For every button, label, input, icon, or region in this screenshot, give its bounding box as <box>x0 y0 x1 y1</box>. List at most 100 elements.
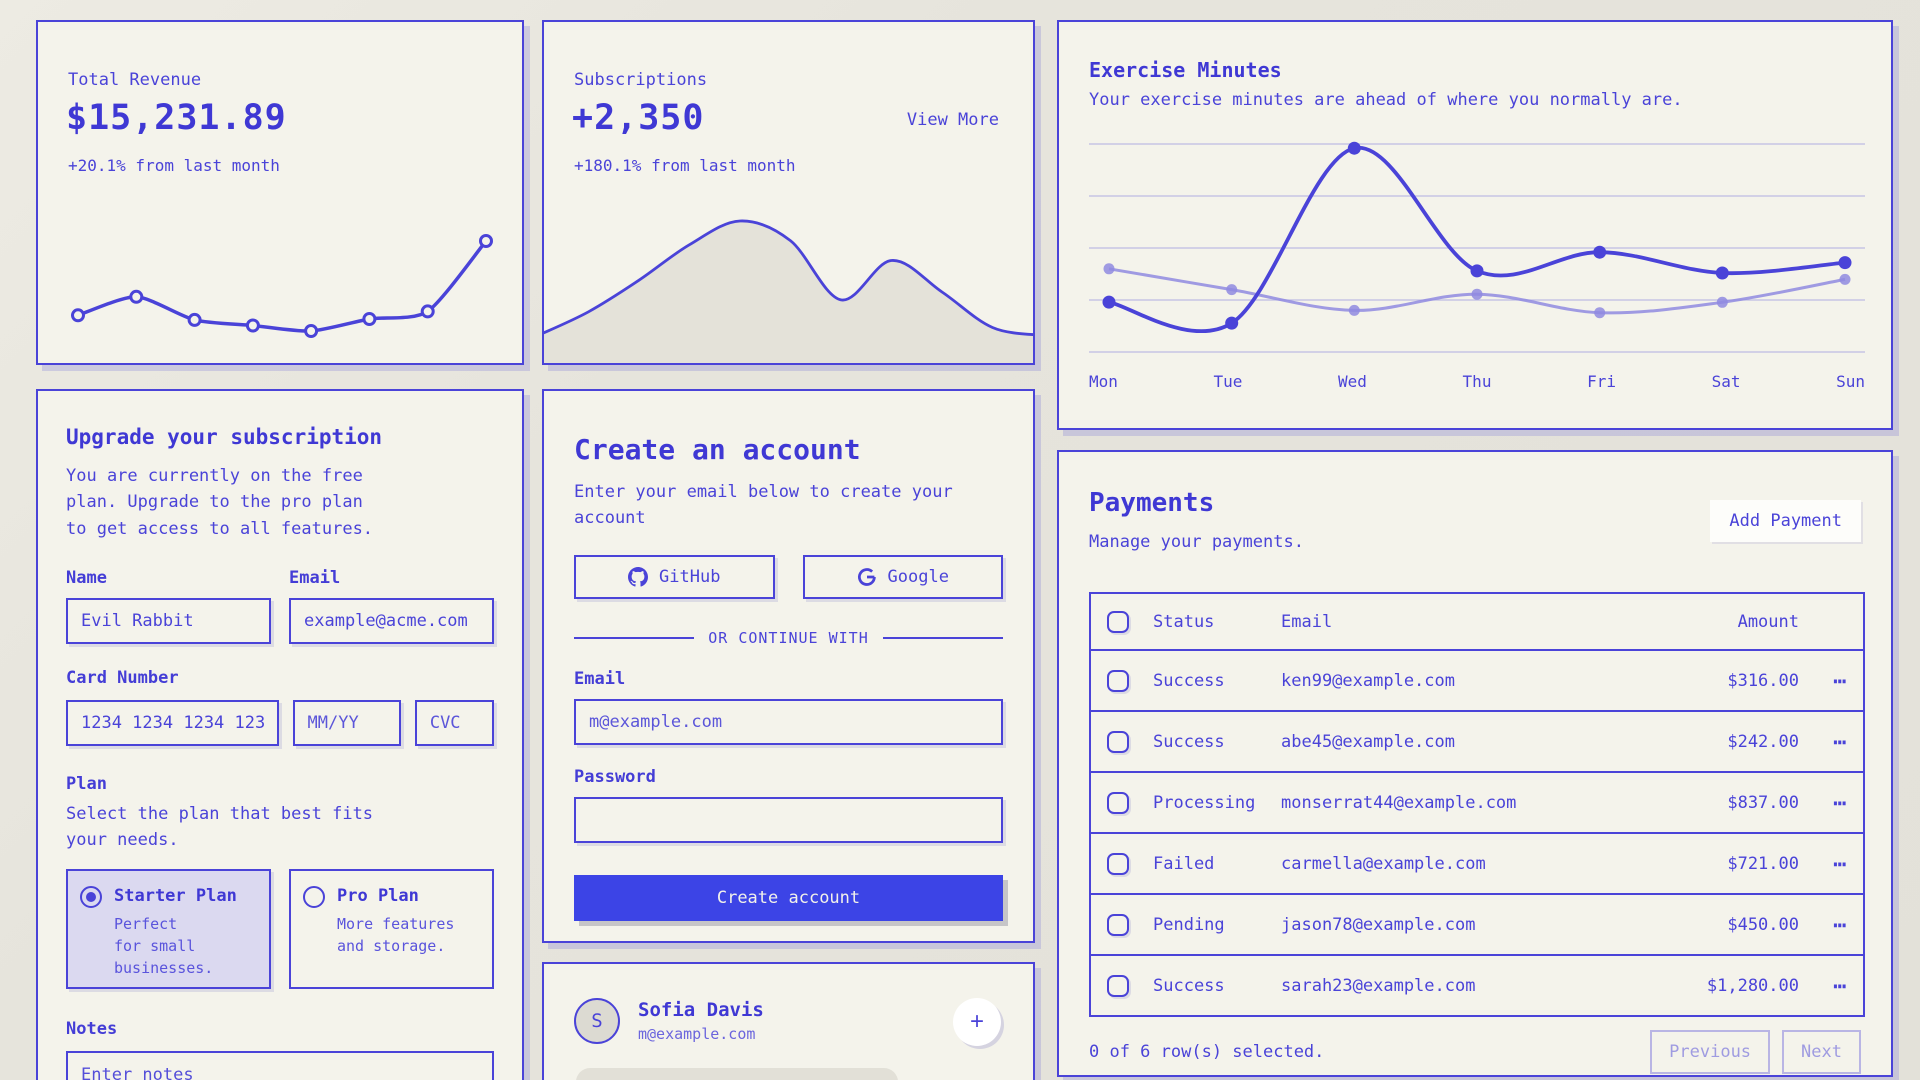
payment-amount: $1,280.00 <box>1706 975 1799 996</box>
card-expiry-field[interactable] <box>292 700 401 747</box>
payment-status: Failed <box>1153 853 1215 874</box>
notes-label: Notes <box>66 1019 118 1040</box>
plan-description: More features and storage. <box>337 915 455 955</box>
payment-amount: $837.00 <box>1727 792 1799 813</box>
create-account-button[interactable]: Create account <box>574 875 1003 921</box>
radio-selected-icon <box>80 886 102 909</box>
github-button[interactable]: GitHub <box>574 555 775 599</box>
payment-amount: $242.00 <box>1727 731 1799 752</box>
table-row: Processing monserrat44@example.com $837.00… <box>1091 771 1863 832</box>
create-account-card: Create an account Enter your email below… <box>542 389 1035 943</box>
github-button-label: GitHub <box>659 567 721 587</box>
card-number-field[interactable] <box>66 700 279 747</box>
table-footer: 0 of 6 row(s) selected. Previous Next <box>1089 1030 1861 1074</box>
plan-name: Pro Plan <box>337 886 419 907</box>
payment-status: Success <box>1153 975 1225 996</box>
row-actions-icon[interactable]: ⋯ <box>1833 790 1847 815</box>
exercise-subtitle: Your exercise minutes are ahead of where… <box>1089 90 1683 110</box>
table-row: Failed carmella@example.com $721.00 ⋯ <box>1091 832 1863 893</box>
google-button[interactable]: Google <box>802 555 1003 599</box>
revenue-value: $15,231.89 <box>66 98 287 138</box>
axis-label-sun: Sun <box>1836 372 1865 391</box>
axis-label-tue: Tue <box>1213 372 1243 391</box>
table-row: Success abe45@example.com $242.00 ⋯ <box>1091 710 1863 771</box>
account-email-field[interactable] <box>574 699 1003 745</box>
avatar: S <box>574 998 620 1044</box>
view-more-link[interactable]: View More <box>906 110 999 130</box>
row-actions-icon[interactable]: ⋯ <box>1833 668 1847 693</box>
payments-subtitle: Manage your payments. <box>1089 532 1304 552</box>
plan-label: Plan <box>66 774 107 795</box>
payments-table: Status Email Amount Success ken99@example… <box>1089 592 1865 1017</box>
payments-title: Payments <box>1089 488 1215 518</box>
payments-card: Payments Manage your payments. Add Payme… <box>1057 450 1893 1077</box>
payment-email: ken99@example.com <box>1281 670 1455 691</box>
row-checkbox[interactable] <box>1107 791 1129 814</box>
table-row: Success ken99@example.com $316.00 ⋯ <box>1091 649 1863 710</box>
payment-status: Pending <box>1153 914 1225 935</box>
chat-message-bubble <box>576 1068 898 1080</box>
row-actions-icon[interactable]: ⋯ <box>1833 729 1847 754</box>
email-field[interactable] <box>289 598 494 645</box>
axis-label-fri: Fri <box>1587 372 1616 391</box>
account-title: Create an account <box>574 433 861 466</box>
exercise-title: Exercise Minutes <box>1089 58 1282 82</box>
revenue-line-chart <box>71 234 493 338</box>
exercise-x-axis: Mon Tue Wed Thu Fri Sat Sun <box>1089 372 1865 391</box>
select-all-checkbox[interactable] <box>1107 610 1129 633</box>
plan-description: Perfect for small businesses. <box>114 915 214 977</box>
or-continue-divider: OR CONTINUE WITH <box>574 629 1003 647</box>
rows-selected-text: 0 of 6 row(s) selected. <box>1089 1042 1325 1062</box>
row-checkbox[interactable] <box>1107 913 1129 936</box>
name-label: Name <box>66 568 107 589</box>
axis-label-wed: Wed <box>1338 372 1367 391</box>
notes-field[interactable] <box>66 1051 494 1080</box>
previous-page-button[interactable]: Previous <box>1650 1030 1771 1074</box>
row-checkbox[interactable] <box>1107 974 1129 997</box>
account-email-label: Email <box>574 669 626 689</box>
payment-status: Success <box>1153 670 1225 691</box>
payment-amount: $316.00 <box>1727 670 1799 691</box>
payment-status: Success <box>1153 731 1225 752</box>
github-icon <box>628 567 649 587</box>
chat-card: S Sofia Davis m@example.com + <box>542 962 1035 1080</box>
column-header-amount: Amount <box>1737 611 1799 632</box>
row-checkbox[interactable] <box>1107 852 1129 875</box>
upgrade-title: Upgrade your subscription <box>66 425 383 449</box>
row-actions-icon[interactable]: ⋯ <box>1833 973 1847 998</box>
subscriptions-area-chart <box>544 219 1033 363</box>
name-field[interactable] <box>66 598 271 645</box>
chat-user-email: m@example.com <box>638 1025 756 1043</box>
subscriptions-card: Subscriptions +2,350 +180.1% from last m… <box>542 20 1035 365</box>
account-subtitle: Enter your email below to create your ac… <box>574 482 953 528</box>
column-header-email: Email <box>1281 611 1333 632</box>
payment-email: carmella@example.com <box>1281 853 1486 874</box>
add-member-button[interactable]: + <box>953 998 1001 1046</box>
upgrade-description: You are currently on the free plan. Upgr… <box>66 466 374 539</box>
upgrade-subscription-card: Upgrade your subscription You are curren… <box>36 389 524 1080</box>
row-actions-icon[interactable]: ⋯ <box>1833 851 1847 876</box>
next-page-button[interactable]: Next <box>1782 1030 1861 1074</box>
account-password-label: Password <box>574 767 656 787</box>
divider-label: OR CONTINUE WITH <box>708 629 869 647</box>
payment-amount: $721.00 <box>1727 853 1799 874</box>
row-checkbox[interactable] <box>1107 669 1129 692</box>
revenue-delta: +20.1% from last month <box>68 156 280 175</box>
google-icon <box>857 567 877 587</box>
subscriptions-delta: +180.1% from last month <box>574 156 796 175</box>
card-number-label: Card Number <box>66 668 179 689</box>
total-revenue-card: Total Revenue $15,231.89 +20.1% from las… <box>36 20 524 365</box>
row-actions-icon[interactable]: ⋯ <box>1833 912 1847 937</box>
plan-option-starter[interactable]: Starter Plan Perfect for small businesse… <box>66 869 271 990</box>
account-password-field[interactable] <box>574 797 1003 843</box>
exercise-minutes-card: Exercise Minutes Your exercise minutes a… <box>1057 20 1893 430</box>
card-cvc-field[interactable] <box>414 700 494 747</box>
add-payment-button[interactable]: Add Payment <box>1710 500 1861 542</box>
payment-amount: $450.00 <box>1727 914 1799 935</box>
exercise-line-chart <box>1089 141 1865 353</box>
axis-label-thu: Thu <box>1462 372 1492 391</box>
row-checkbox[interactable] <box>1107 730 1129 753</box>
plan-option-pro[interactable]: Pro Plan More features and storage. <box>289 869 494 990</box>
table-row: Success sarah23@example.com $1,280.00 ⋯ <box>1091 954 1863 1015</box>
